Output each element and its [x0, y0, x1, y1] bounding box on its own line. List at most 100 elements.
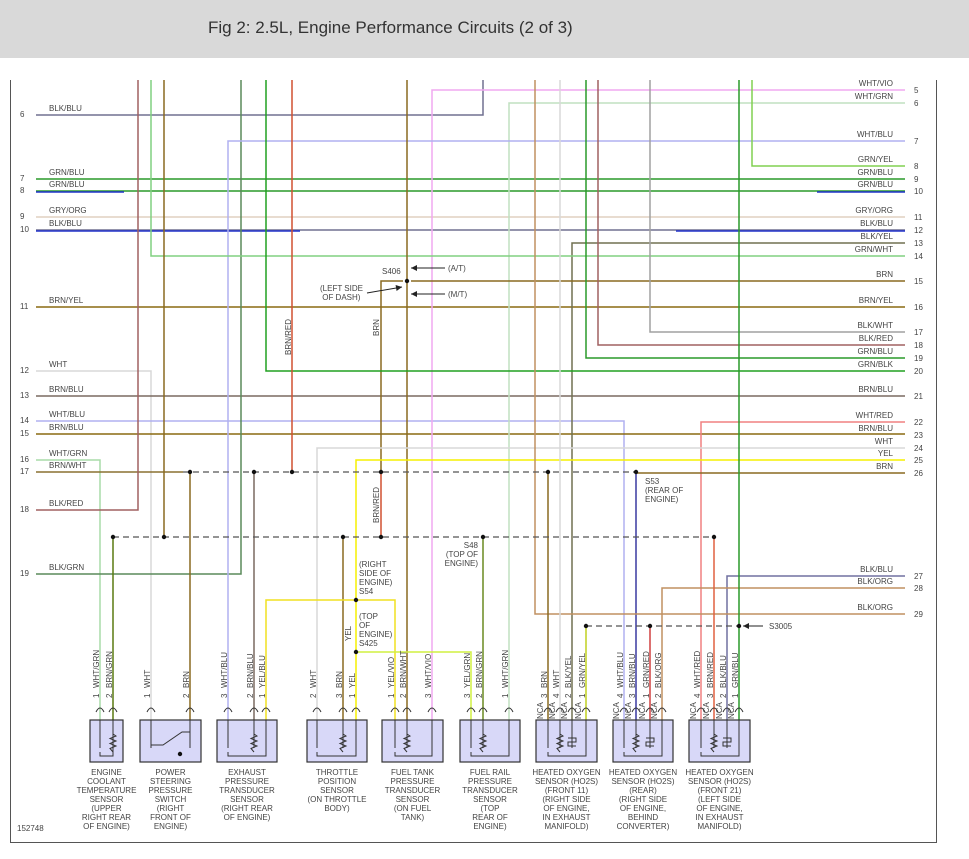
resistor-icon — [555, 733, 565, 753]
pin-wire-label: BRN/BLU — [246, 653, 255, 688]
wire — [36, 370, 152, 720]
row-number: 12 — [914, 226, 923, 235]
splice-location: (LEFT SIDE OF DASH) — [320, 284, 363, 302]
connector-pin-icon — [696, 707, 706, 713]
resistor-icon — [478, 733, 488, 753]
splice-dot — [177, 751, 183, 757]
row-number: 14 — [20, 416, 29, 425]
pin-number: 4 — [693, 693, 702, 698]
pin-number: 3 — [335, 693, 344, 698]
row-number: 24 — [914, 444, 923, 453]
heater-icon — [722, 737, 732, 747]
splice-label-s3005: S3005 — [769, 622, 793, 631]
pin-wire-label: WHT/BLU — [220, 652, 229, 688]
wire-label: GRN/WHT — [854, 245, 893, 254]
splice-dot — [647, 623, 653, 629]
row-number: 10 — [914, 187, 923, 196]
wire-label: BLK/YEL — [860, 232, 893, 241]
row-number: 11 — [914, 213, 923, 222]
nca-label: NCA — [612, 702, 621, 719]
resistor-icon — [402, 733, 412, 753]
wire-label: GRN/BLU — [857, 168, 893, 177]
pin-wire-label: BRN/RED — [706, 651, 715, 688]
pin-number: 2 — [564, 693, 573, 698]
wire — [585, 80, 905, 359]
row-number: 22 — [914, 418, 923, 427]
wire — [36, 80, 139, 511]
connector-pin-icon — [709, 707, 719, 713]
row-number: 25 — [914, 456, 923, 465]
sensor-label: HEATED OXYGEN SENSOR (HO2S) (REAR) (RIGH… — [608, 768, 678, 831]
wire-label-vertical: BRN/RED — [372, 486, 381, 523]
wire — [661, 587, 905, 720]
connector-pin-icon — [657, 707, 667, 713]
splice-dot — [583, 623, 589, 629]
wire-label-vertical: BRN — [372, 319, 381, 336]
wire — [380, 280, 403, 472]
wire-label: BRN/BLU — [49, 423, 84, 432]
row-number: 17 — [20, 467, 29, 476]
splice-dot — [633, 469, 639, 475]
splice-dot — [251, 469, 257, 475]
pin-number: 3 — [424, 693, 433, 698]
pin-wire-label: GRN/YEL — [578, 652, 587, 688]
row-number: 17 — [914, 328, 923, 337]
heater-icon — [567, 737, 577, 747]
splice-label-s48: S48 (TOP OF ENGINE) — [444, 541, 478, 568]
connector-pin-icon — [185, 707, 195, 713]
connector-pin-icon — [249, 707, 259, 713]
connector-pin-icon — [478, 707, 488, 713]
switch-icon — [151, 731, 190, 746]
connector-pin-icon — [722, 707, 732, 713]
row-number: 7 — [20, 174, 25, 183]
arrow-icon — [411, 291, 417, 297]
connector-pin-icon — [223, 707, 233, 713]
connector-pin-icon — [95, 707, 105, 713]
pin-wire-label: BLK/ORG — [654, 652, 663, 688]
page-title: Fig 2: 2.5L, Engine Performance Circuits… — [208, 18, 573, 37]
wire-label: BLK/BLU — [49, 219, 82, 228]
pin-wire-label: YEL/VIO — [387, 656, 396, 688]
connector-pin-icon — [402, 707, 412, 713]
resistor-icon — [108, 733, 118, 753]
pin-wire-label: BRN/GRN — [105, 651, 114, 688]
row-number: 12 — [20, 366, 29, 375]
pin-number: 2 — [182, 693, 191, 698]
connector-pin-icon — [581, 707, 591, 713]
wire-label: BRN/BLU — [49, 385, 84, 394]
arrow-icon — [743, 623, 749, 629]
pin-number: 1 — [731, 693, 740, 698]
connector-pin-icon — [466, 707, 476, 713]
pin-wire-label: BRN/BLU — [628, 653, 637, 688]
wire-label: BRN/BLU — [858, 385, 893, 394]
wire — [265, 80, 905, 372]
row-number: 19 — [914, 354, 923, 363]
arrow-icon — [411, 265, 417, 271]
pin-number: 1 — [348, 693, 357, 698]
connector-pin-icon — [619, 707, 629, 713]
wire-label-vertical: YEL — [344, 625, 353, 641]
pin-wire-label: WHT/GRN — [501, 649, 510, 688]
diagram-frame — [10, 80, 937, 843]
splice-dot — [289, 469, 295, 475]
pin-number: 3 — [706, 693, 715, 698]
pin-wire-label: WHT/VIO — [424, 653, 433, 688]
pin-wire-label: BRN/GRN — [475, 651, 484, 688]
nca-label: NCA — [638, 702, 647, 719]
wire — [36, 459, 101, 720]
splice-dot — [736, 623, 742, 629]
pin-number: 1 — [143, 693, 152, 698]
wire-label: BLK/ORG — [857, 603, 893, 612]
sensor-circuit — [700, 748, 740, 757]
row-number: 7 — [914, 137, 919, 146]
connector-pin-icon — [504, 707, 514, 713]
pin-number: 2 — [654, 693, 663, 698]
pin-wire-label: WHT/RED — [693, 650, 702, 688]
row-number: 14 — [914, 252, 923, 261]
pin-wire-label: BRN — [540, 671, 549, 688]
nca-label: NCA — [702, 702, 711, 719]
at-label: (A/T) — [448, 264, 466, 273]
pin-number: 1 — [578, 693, 587, 698]
heater-icon — [645, 737, 655, 747]
